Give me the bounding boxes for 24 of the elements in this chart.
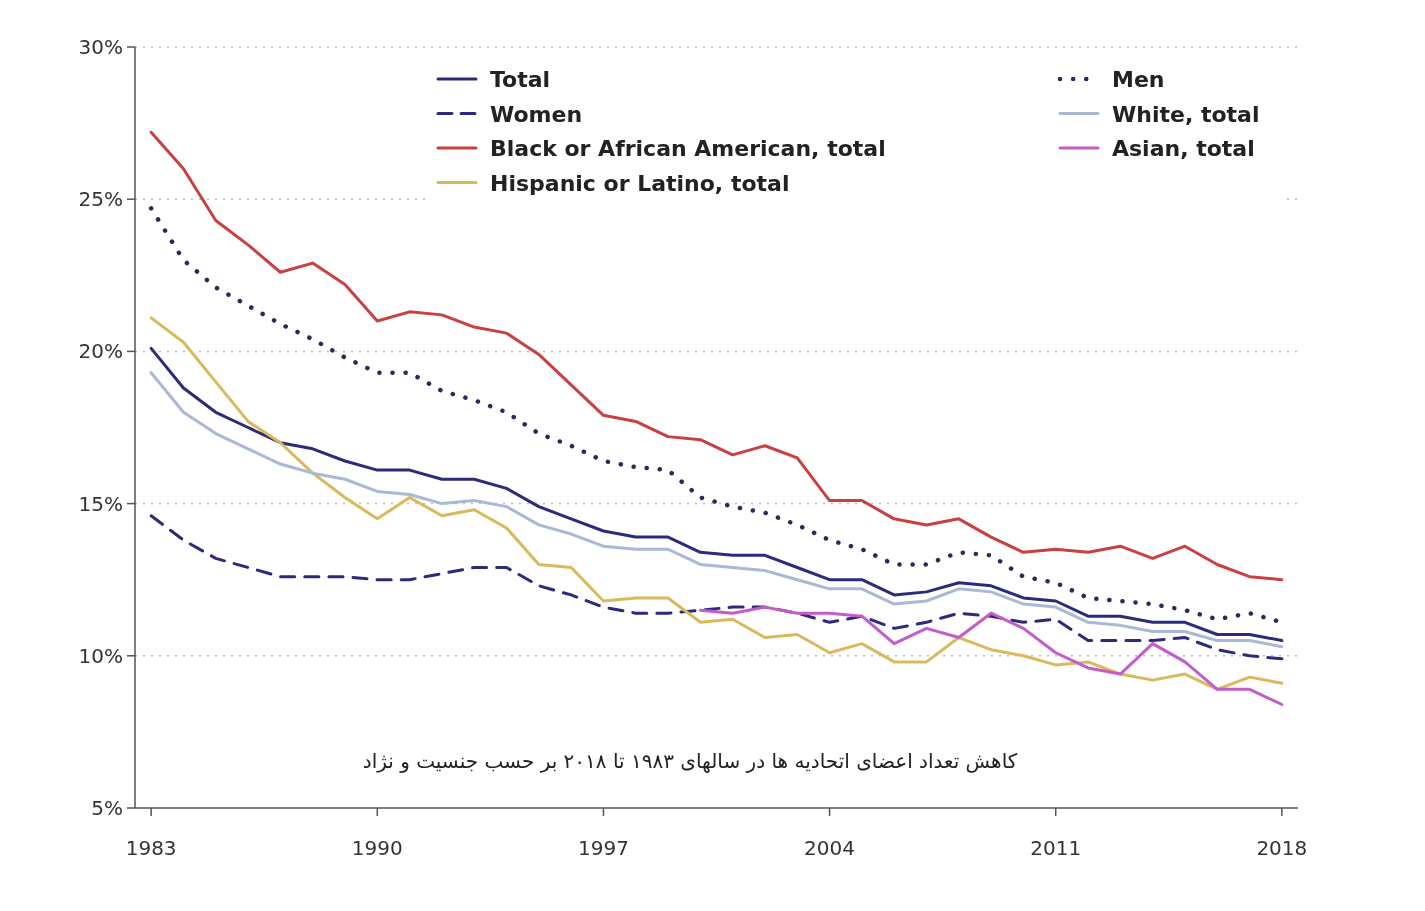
legend-label: Women — [490, 101, 583, 127]
line-series — [149, 514, 1284, 661]
annotation: کاهش تعداد اعضای اتحادیه ها در سالهای ۱۹۸۳ تا ۲۰۱۸ بر حسب جنسیت و نژاد — [362, 749, 1018, 773]
x-tick-label: 1983 — [125, 836, 177, 860]
legend-label: Black or African American, total — [490, 136, 886, 161]
y-tick-label: 20% — [78, 339, 123, 364]
x-tick-label: 1990 — [351, 836, 403, 860]
y-tick-label: 25% — [78, 187, 123, 212]
x-tick-label: 2004 — [804, 836, 856, 860]
x-tick-label: 1997 — [577, 836, 629, 860]
y-tick-label: 30% — [78, 35, 123, 59]
y-tick-label: 5% — [91, 796, 123, 820]
line-series — [698, 605, 1284, 706]
legend-label: Total — [490, 67, 551, 92]
line-series — [149, 316, 1284, 691]
x-tick-label: 2018 — [1256, 836, 1308, 860]
legend-label: Hispanic or Latino, total — [490, 170, 790, 196]
y-tick-label: 15% — [78, 491, 123, 516]
x-tick-label: 2011 — [1030, 836, 1082, 860]
line-series — [149, 130, 1284, 582]
legend-label: Asian, total — [1112, 136, 1255, 161]
y-tick-label: 10% — [78, 643, 123, 668]
legend-label: Men — [1112, 67, 1165, 92]
legend-label: White, total — [1112, 101, 1260, 127]
